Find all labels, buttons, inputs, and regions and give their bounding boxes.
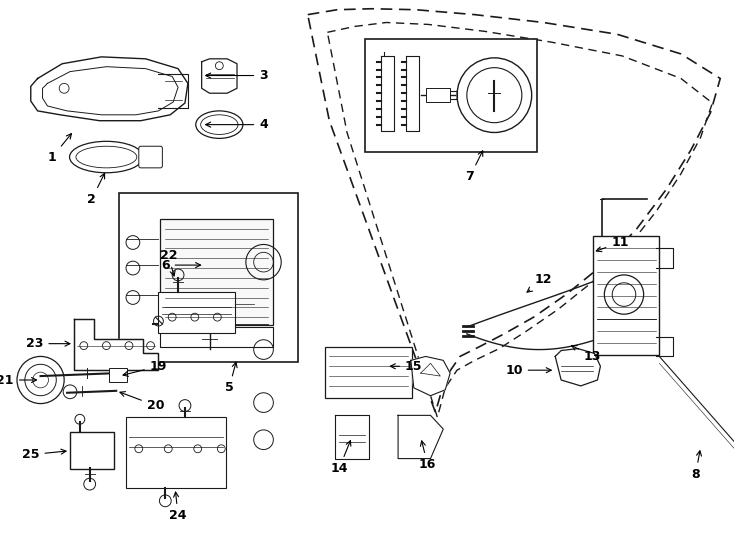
Text: 4: 4 (206, 118, 268, 131)
Bar (365, 39, 537, 152)
Polygon shape (555, 349, 600, 386)
Text: 23: 23 (26, 337, 70, 350)
Text: 22: 22 (159, 249, 177, 276)
Text: 17: 17 (0, 539, 1, 540)
Text: 15: 15 (390, 360, 423, 373)
Polygon shape (202, 59, 237, 93)
Text: 19: 19 (123, 360, 167, 376)
Bar (109, 368, 127, 382)
Ellipse shape (200, 115, 238, 134)
Bar (325, 347, 412, 397)
Text: 12: 12 (527, 273, 552, 292)
Text: 13: 13 (572, 346, 601, 363)
Polygon shape (74, 319, 159, 370)
Text: 6: 6 (161, 259, 200, 272)
Text: 8: 8 (691, 451, 702, 481)
Text: 18: 18 (0, 539, 1, 540)
Text: 3: 3 (206, 69, 268, 82)
Bar (70, 432, 115, 469)
Bar (161, 219, 273, 325)
Text: 9: 9 (0, 539, 1, 540)
Text: 1: 1 (48, 133, 71, 164)
Polygon shape (31, 57, 188, 121)
Text: 14: 14 (330, 441, 351, 475)
Text: 2: 2 (87, 173, 104, 206)
Ellipse shape (196, 111, 243, 138)
Ellipse shape (70, 141, 143, 173)
Text: 21: 21 (0, 374, 37, 387)
Bar (426, 89, 450, 102)
Text: 7: 7 (465, 151, 483, 183)
Text: 25: 25 (22, 448, 66, 461)
Bar (159, 292, 235, 333)
Bar (119, 193, 298, 362)
Text: 16: 16 (419, 441, 436, 471)
Bar (126, 417, 226, 488)
Polygon shape (411, 356, 450, 396)
FancyBboxPatch shape (139, 146, 162, 168)
Text: 11: 11 (596, 236, 629, 252)
Text: 10: 10 (505, 363, 551, 377)
Ellipse shape (76, 146, 137, 168)
Bar (592, 235, 659, 355)
Text: 24: 24 (170, 492, 187, 522)
Text: 20: 20 (120, 392, 164, 412)
Text: 5: 5 (225, 362, 237, 394)
